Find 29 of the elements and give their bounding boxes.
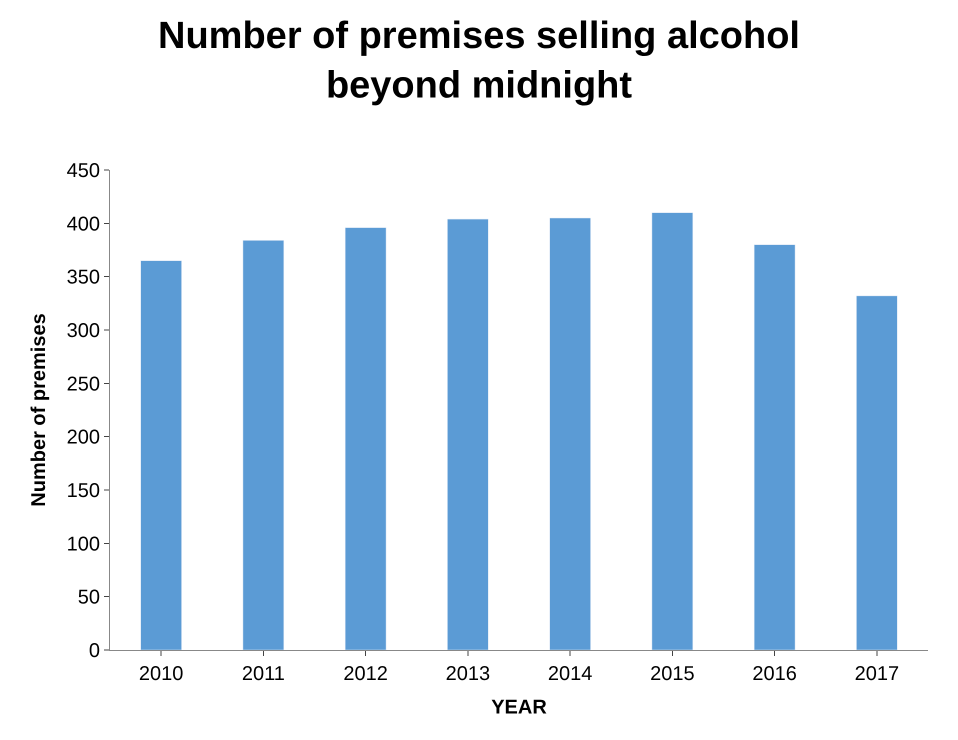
y-tick-label: 250 xyxy=(66,373,100,396)
y-tick-label: 100 xyxy=(66,533,100,556)
y-tick-label: 300 xyxy=(66,320,100,342)
x-axis-title: YEAR xyxy=(491,696,548,718)
chart-title: Number of premises selling alcohol beyond midnight xyxy=(158,15,800,106)
y-tick-label: 150 xyxy=(66,480,100,502)
x-tick-label: 2014 xyxy=(548,663,592,685)
y-tick-label: 450 xyxy=(66,160,100,182)
bar xyxy=(549,218,591,650)
x-tick-label: 2011 xyxy=(242,663,285,685)
x-tick-label: 2016 xyxy=(752,663,797,685)
x-tick-label: 2017 xyxy=(854,663,900,685)
y-tick-label: 0 xyxy=(88,640,100,662)
bar xyxy=(242,240,284,650)
bar xyxy=(344,227,386,650)
y-tick-label: 50 xyxy=(78,586,100,609)
x-tick-label: 2015 xyxy=(650,663,695,685)
bar xyxy=(447,218,489,650)
bar xyxy=(856,296,898,650)
x-tick-label: 2010 xyxy=(138,663,184,685)
y-axis-title: Number of premises xyxy=(28,313,50,507)
bar xyxy=(754,244,796,650)
bar xyxy=(652,212,694,650)
y-tick-label: 200 xyxy=(66,426,100,449)
x-tick-label: 2013 xyxy=(446,663,490,685)
y-tick-label: 350 xyxy=(66,266,100,289)
y-tick-label: 400 xyxy=(66,213,100,236)
x-tick-label: 2012 xyxy=(343,663,388,685)
bar xyxy=(140,260,182,650)
